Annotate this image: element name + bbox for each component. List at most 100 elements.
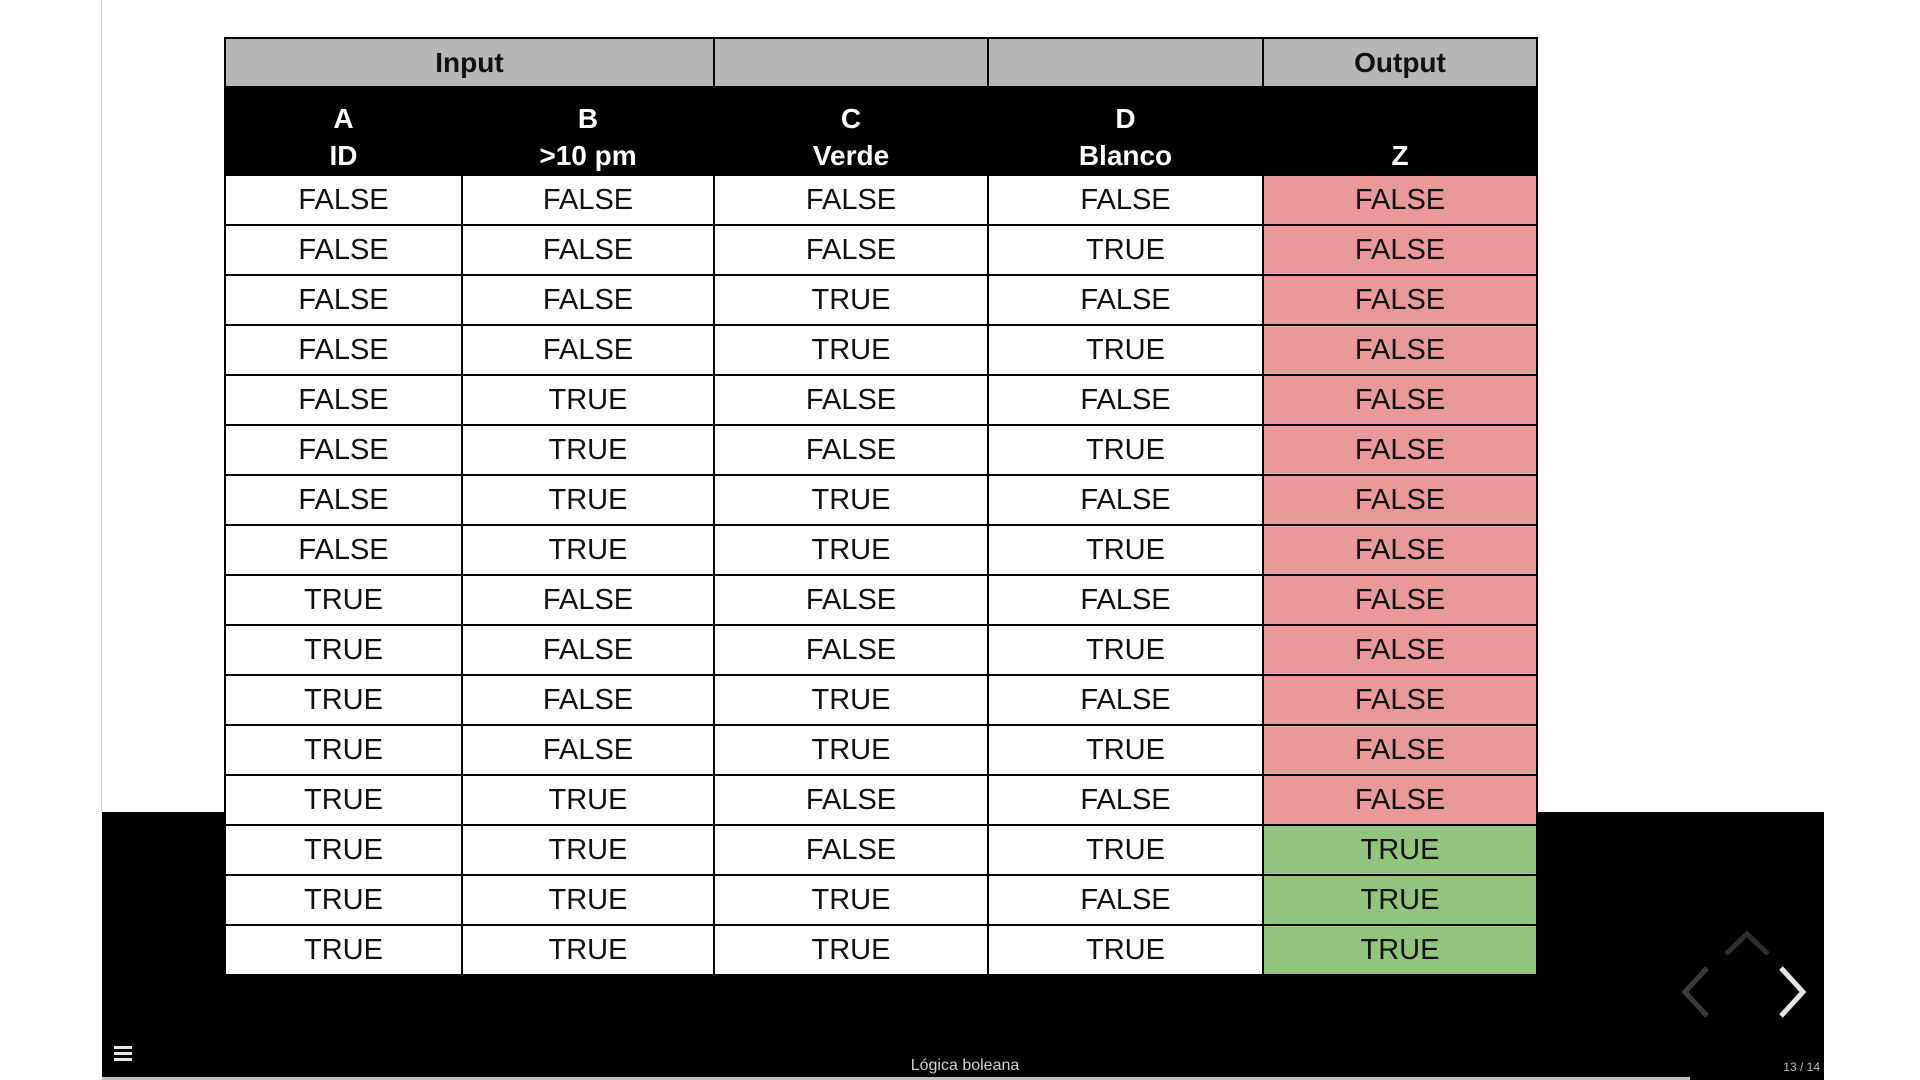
- cell-a: FALSE: [224, 274, 463, 326]
- cell-b: TRUE: [461, 524, 715, 576]
- cell-a: FALSE: [224, 174, 463, 226]
- group-header-output: Output: [1262, 37, 1538, 88]
- cell-z: FALSE: [1262, 374, 1538, 426]
- slide-counter: 13 / 14: [1783, 1060, 1820, 1074]
- cell-z: FALSE: [1262, 324, 1538, 376]
- table-row: TRUE FALSE FALSE TRUE FALSE: [224, 624, 1538, 676]
- cell-a: FALSE: [224, 224, 463, 276]
- cell-z: FALSE: [1262, 474, 1538, 526]
- chevron-left-icon[interactable]: [1680, 964, 1712, 1020]
- cell-c: TRUE: [713, 274, 989, 326]
- cell-d: TRUE: [987, 324, 1264, 376]
- cell-a: FALSE: [224, 474, 463, 526]
- table-row: TRUE FALSE FALSE FALSE FALSE: [224, 574, 1538, 626]
- cell-d: TRUE: [987, 424, 1264, 476]
- table-row: TRUE TRUE FALSE TRUE TRUE: [224, 824, 1538, 876]
- chevron-right-icon[interactable]: [1776, 964, 1808, 1020]
- column-label: >10 pm: [539, 140, 637, 171]
- column-letter: A: [333, 103, 354, 134]
- cell-b: TRUE: [461, 374, 715, 426]
- cell-b: TRUE: [461, 474, 715, 526]
- cell-d: FALSE: [987, 174, 1264, 226]
- cell-z: TRUE: [1262, 874, 1538, 926]
- cell-z: FALSE: [1262, 774, 1538, 826]
- cell-b: TRUE: [461, 874, 715, 926]
- column-header-a: A ID: [224, 86, 463, 176]
- cell-z: FALSE: [1262, 174, 1538, 226]
- column-header-d: D Blanco: [987, 86, 1264, 176]
- table-row: TRUE FALSE TRUE FALSE FALSE: [224, 674, 1538, 726]
- table-row: FALSE TRUE TRUE TRUE FALSE: [224, 524, 1538, 576]
- cell-b: TRUE: [461, 924, 715, 976]
- group-header-blank: [713, 37, 989, 88]
- cell-c: TRUE: [713, 924, 989, 976]
- column-header-z: Z: [1262, 86, 1538, 176]
- cell-b: TRUE: [461, 424, 715, 476]
- cell-c: TRUE: [713, 474, 989, 526]
- table-row: TRUE TRUE FALSE FALSE FALSE: [224, 774, 1538, 826]
- table-row: TRUE FALSE TRUE TRUE FALSE: [224, 724, 1538, 776]
- cell-z: TRUE: [1262, 824, 1538, 876]
- column-letter: C: [840, 103, 862, 134]
- menu-icon[interactable]: [114, 1046, 132, 1062]
- column-letter: D: [1115, 103, 1136, 134]
- group-header-blank: [987, 37, 1264, 88]
- cell-d: TRUE: [987, 924, 1264, 976]
- cell-c: TRUE: [713, 874, 989, 926]
- column-header-row: A ID B >10 pm C Verde D Blanco Z: [224, 86, 1538, 176]
- cell-d: FALSE: [987, 774, 1264, 826]
- table-row: FALSE TRUE TRUE FALSE FALSE: [224, 474, 1538, 526]
- cell-d: TRUE: [987, 724, 1264, 776]
- cell-b: FALSE: [461, 174, 715, 226]
- column-header-c: C Verde: [713, 86, 989, 176]
- group-header-input: Input: [224, 37, 715, 88]
- cell-d: FALSE: [987, 874, 1264, 926]
- cell-b: TRUE: [461, 774, 715, 826]
- cell-b: FALSE: [461, 624, 715, 676]
- table-row: FALSE TRUE FALSE FALSE FALSE: [224, 374, 1538, 426]
- cell-c: FALSE: [713, 624, 989, 676]
- column-label: Blanco: [1078, 140, 1173, 171]
- cell-c: FALSE: [713, 574, 989, 626]
- cell-b: FALSE: [461, 324, 715, 376]
- cell-b: FALSE: [461, 274, 715, 326]
- cell-b: FALSE: [461, 724, 715, 776]
- cell-d: TRUE: [987, 224, 1264, 276]
- cell-c: FALSE: [713, 824, 989, 876]
- cell-d: TRUE: [987, 524, 1264, 576]
- cell-c: FALSE: [713, 774, 989, 826]
- cell-a: FALSE: [224, 524, 463, 576]
- page-edge-divider: [101, 0, 102, 812]
- cell-c: FALSE: [713, 174, 989, 226]
- table-row: FALSE FALSE FALSE TRUE FALSE: [224, 224, 1538, 276]
- cell-d: TRUE: [987, 624, 1264, 676]
- cell-a: TRUE: [224, 624, 463, 676]
- cell-a: TRUE: [224, 774, 463, 826]
- cell-a: FALSE: [224, 424, 463, 476]
- cell-d: FALSE: [987, 574, 1264, 626]
- column-letter: B: [577, 103, 599, 134]
- cell-z: FALSE: [1262, 224, 1538, 276]
- cell-c: FALSE: [713, 424, 989, 476]
- cell-z: FALSE: [1262, 674, 1538, 726]
- cell-a: TRUE: [224, 824, 463, 876]
- column-label: ID: [329, 140, 358, 171]
- table-row: FALSE FALSE TRUE FALSE FALSE: [224, 274, 1538, 326]
- cell-z: FALSE: [1262, 524, 1538, 576]
- cell-a: TRUE: [224, 924, 463, 976]
- cell-b: FALSE: [461, 224, 715, 276]
- cell-b: TRUE: [461, 824, 715, 876]
- table-row: TRUE TRUE TRUE TRUE TRUE: [224, 924, 1538, 976]
- cell-z: FALSE: [1262, 574, 1538, 626]
- cell-d: FALSE: [987, 674, 1264, 726]
- cell-b: FALSE: [461, 674, 715, 726]
- column-label: Verde: [812, 140, 890, 171]
- chevron-up-icon[interactable]: [1722, 928, 1772, 958]
- column-label: Z: [1391, 140, 1409, 171]
- cell-c: TRUE: [713, 524, 989, 576]
- cell-c: FALSE: [713, 224, 989, 276]
- progress-bar: [102, 1077, 1690, 1080]
- cell-z: FALSE: [1262, 724, 1538, 776]
- table-row: TRUE TRUE TRUE FALSE TRUE: [224, 874, 1538, 926]
